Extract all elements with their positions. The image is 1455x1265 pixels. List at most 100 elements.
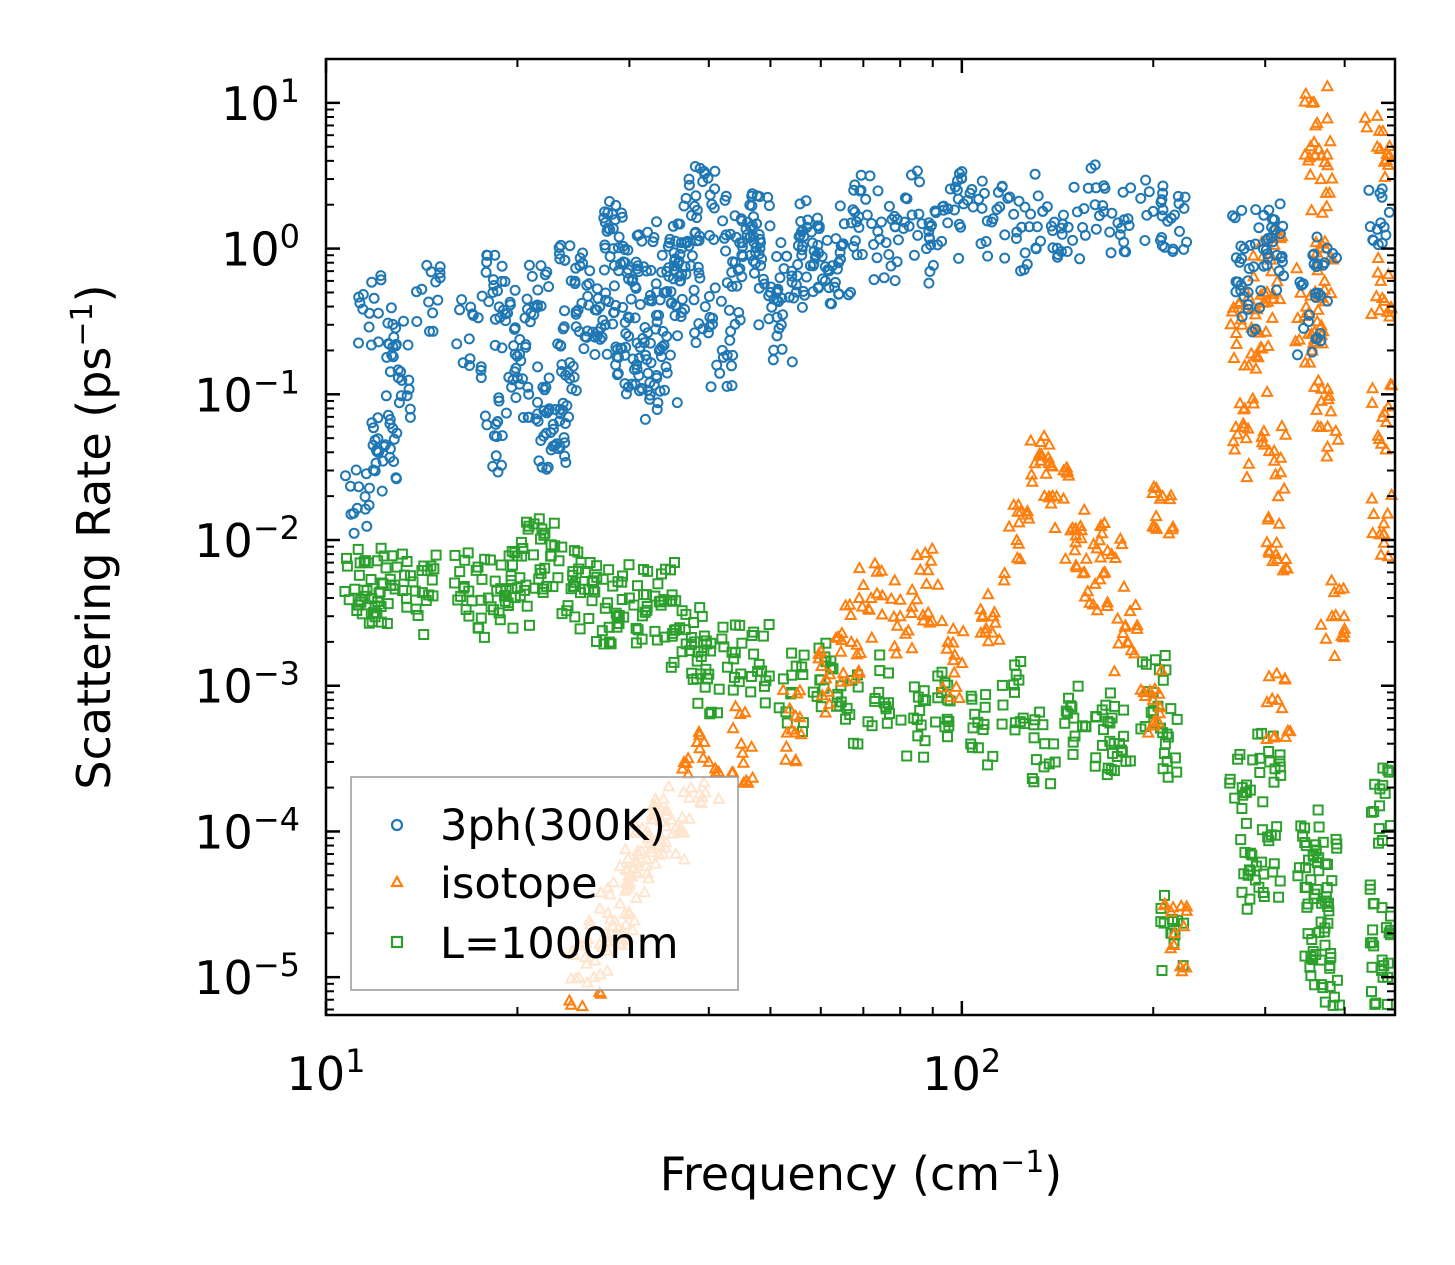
data-point-cloud (1035, 235, 1046, 247)
data-point-cloud (1321, 392, 1335, 405)
data-point-cloud (941, 713, 953, 725)
data-point-cloud (783, 701, 797, 714)
data-point-cloud (401, 556, 413, 567)
data-point-cloud (632, 260, 644, 272)
data-point-cloud (736, 215, 748, 227)
data-point-cloud (980, 689, 992, 701)
data-point-cloud (1314, 617, 1328, 630)
data-point-cloud (1320, 891, 1332, 903)
data-point-cloud (856, 577, 871, 590)
data-point-cloud (745, 221, 757, 233)
data-point-cloud (473, 622, 485, 634)
data-point-cloud (697, 734, 711, 747)
data-point-cloud (812, 239, 824, 251)
data-point-cloud (1130, 618, 1144, 631)
data-point-cloud (383, 338, 394, 350)
data-point-cloud (485, 601, 497, 613)
data-point (1374, 800, 1386, 812)
data-point-cloud (674, 218, 686, 230)
data-point-cloud (891, 256, 903, 268)
data-point-cloud (680, 608, 692, 620)
data-point-cloud (504, 296, 516, 308)
x-axis-label-text: Frequency (cm (660, 1147, 1000, 1201)
legend-frame (350, 776, 739, 991)
data-point-cloud (855, 599, 869, 612)
data-point-cloud (676, 242, 688, 254)
data-point-cloud (1073, 518, 1088, 531)
data-point-cloud (924, 266, 936, 277)
data-point-cloud (834, 674, 848, 687)
data-point (753, 229, 765, 240)
data-point-cloud (1164, 941, 1178, 954)
data-point-cloud (1321, 158, 1335, 171)
data-point-cloud (1012, 515, 1026, 528)
data-point-cloud (726, 380, 738, 392)
data-point-cloud (567, 360, 579, 372)
data-point-cloud (1278, 672, 1292, 685)
data-point-cloud (925, 239, 937, 251)
data-point-cloud (1247, 754, 1259, 766)
data-point-cloud (370, 457, 382, 469)
data-point-cloud (976, 202, 988, 214)
data-point-cloud (1227, 210, 1239, 222)
data-point-cloud (1249, 874, 1261, 886)
data-point-cloud (692, 697, 704, 709)
data-point-cloud (391, 561, 403, 573)
data-point-cloud (1056, 491, 1071, 504)
data-point-cloud (956, 166, 968, 178)
data-point-cloud (1300, 862, 1312, 874)
data-point-cloud (1276, 256, 1288, 268)
data-point-cloud (359, 491, 371, 503)
legend-marker-circle-icon (390, 818, 404, 832)
data-point-cloud (1156, 194, 1168, 206)
data-point-cloud (772, 283, 784, 295)
data-point-cloud (496, 260, 508, 272)
x-axis-label-tail: ) (1044, 1147, 1062, 1201)
data-point-cloud (1275, 701, 1289, 714)
data-point-cloud (955, 221, 967, 233)
data-point-cloud (1377, 293, 1392, 306)
data-point-cloud (532, 408, 544, 420)
data-point-cloud (530, 413, 542, 425)
data-point-cloud (543, 372, 555, 384)
data-point-cloud (1077, 222, 1089, 233)
data-point-cloud (835, 253, 846, 265)
data-point-cloud (847, 204, 859, 216)
data-point-cloud (1069, 730, 1081, 742)
data-point-cloud (1371, 428, 1385, 441)
data-point (1314, 172, 1328, 185)
data-point-cloud (1298, 355, 1312, 368)
data-point-cloud (582, 325, 593, 337)
data-point-cloud (727, 684, 739, 696)
data-point-cloud (733, 307, 745, 318)
data-point-cloud (427, 590, 439, 602)
data-point-cloud (991, 203, 1003, 215)
data-point-cloud (1262, 669, 1276, 682)
data-point-cloud (532, 361, 544, 373)
data-point-cloud (354, 297, 366, 309)
data-point-cloud (901, 750, 913, 762)
data-point-cloud (1130, 621, 1144, 634)
data-point-cloud (690, 337, 702, 349)
data-point-cloud (568, 580, 580, 592)
data-point-cloud (366, 593, 378, 605)
data-point-cloud (520, 579, 532, 591)
data-point-cloud (696, 750, 710, 763)
data-point-cloud (1371, 265, 1385, 278)
data-point-cloud (1115, 222, 1127, 234)
data-point-cloud (616, 211, 628, 223)
data-point-cloud (1153, 706, 1167, 719)
data-point-cloud (399, 569, 410, 581)
data-point-cloud (974, 602, 988, 615)
data-point-cloud (1334, 999, 1345, 1011)
data-point-cloud (589, 349, 601, 360)
data-point-cloud (678, 200, 690, 212)
data-point-cloud (676, 268, 688, 280)
data-point-cloud (988, 615, 1002, 628)
data-point-cloud (716, 633, 728, 645)
data-point-cloud (1037, 488, 1052, 501)
data-point (463, 333, 475, 345)
data-point-cloud (1236, 803, 1248, 814)
data-point-cloud (644, 389, 656, 401)
data-point-cloud (1309, 888, 1321, 900)
